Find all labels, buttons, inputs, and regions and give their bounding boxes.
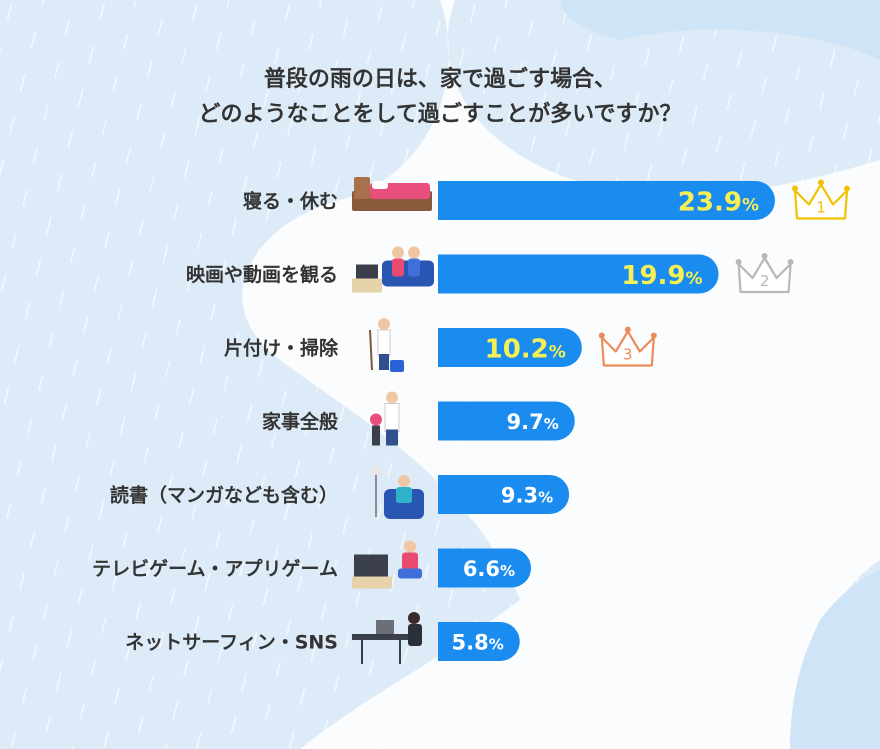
category-label: ネットサーフィン・SNS bbox=[125, 632, 338, 654]
category-label: 映画や動画を観る bbox=[186, 263, 338, 286]
bar-row: 片付け・掃除 10.2% bbox=[224, 318, 582, 372]
value-label: 9.3% bbox=[501, 484, 553, 508]
value-label: 5.8% bbox=[452, 631, 504, 655]
value-label: 23.9% bbox=[678, 188, 759, 218]
value-label: 9.7% bbox=[507, 410, 559, 434]
chart-title-line-1: 普段の雨の日は、家で過ごす場合、 bbox=[263, 67, 617, 92]
bar-row: 映画や動画を観る 19.9% bbox=[186, 246, 719, 294]
rank-crown-icon: 2 bbox=[735, 253, 794, 294]
value-label: 10.2% bbox=[485, 335, 566, 365]
rank-number: 1 bbox=[816, 199, 826, 217]
bar bbox=[438, 181, 775, 220]
chart-title-line-2: どのようなことをして過ごすことが多いですか？ bbox=[198, 102, 682, 127]
bar-row: 読書（マンガなども含む） 9.3% bbox=[110, 467, 570, 519]
rank-number: 3 bbox=[623, 346, 633, 364]
bar-row: テレビゲーム・アプリゲーム 6.6% bbox=[92, 540, 532, 589]
rank-number: 2 bbox=[760, 272, 770, 290]
value-label: 6.6% bbox=[463, 557, 515, 581]
mopping-person-icon bbox=[369, 318, 404, 372]
category-label: 家事全般 bbox=[262, 410, 338, 433]
chart-title: 普段の雨の日は、家で過ごす場合、 どのようなことをして過ごすことが多いですか？ bbox=[140, 62, 740, 132]
bar-row: ネットサーフィン・SNS 5.8% bbox=[125, 612, 520, 664]
bar bbox=[438, 254, 719, 294]
computer-desk-icon bbox=[352, 612, 422, 664]
bar-row: 家事全般 9.7% bbox=[262, 391, 575, 446]
rank-crown-icon: 1 bbox=[791, 179, 850, 220]
value-label: 19.9% bbox=[621, 261, 702, 291]
bed-icon bbox=[352, 177, 432, 211]
gamer-icon bbox=[352, 540, 422, 589]
category-label: テレビゲーム・アプリゲーム bbox=[92, 557, 338, 580]
bar-row: 寝る・休む 23.9% bbox=[243, 177, 775, 220]
category-label: 寝る・休む bbox=[243, 190, 338, 213]
reading-person-icon bbox=[372, 467, 424, 519]
housework-person-icon bbox=[370, 391, 400, 446]
rank-crown-icon: 3 bbox=[598, 326, 657, 367]
category-label: 読書（マンガなども含む） bbox=[110, 484, 338, 507]
category-label: 片付け・掃除 bbox=[224, 337, 339, 360]
couple-watching-tv-icon bbox=[352, 246, 434, 293]
